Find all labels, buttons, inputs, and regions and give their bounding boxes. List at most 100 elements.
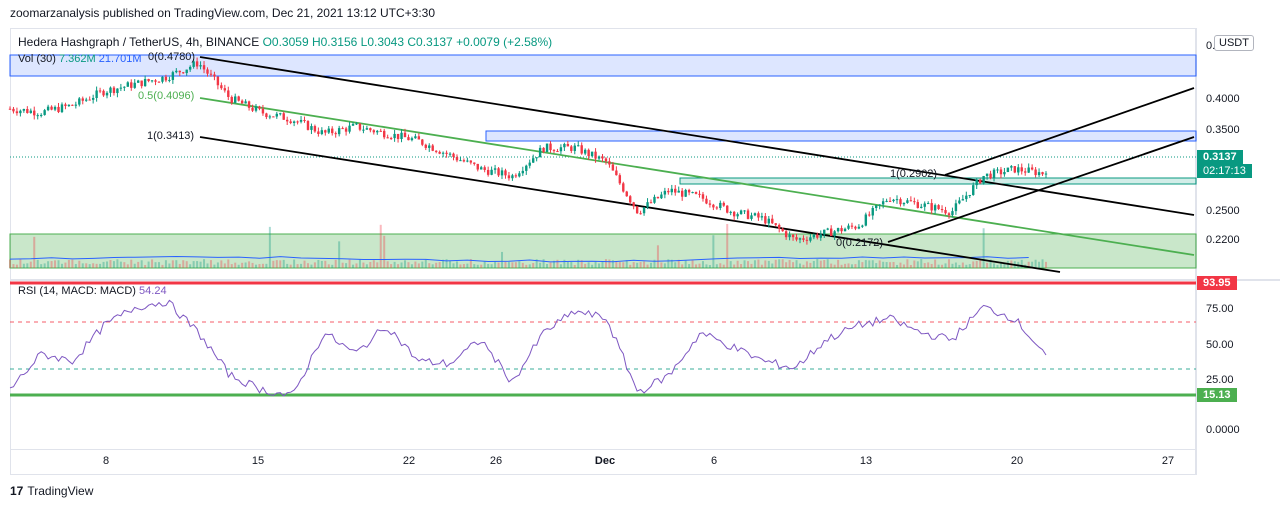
volume-bar: [622, 262, 625, 268]
volume-legend[interactable]: Vol (30) 7.362M 21.701M: [18, 53, 142, 65]
volume-bar: [591, 264, 594, 268]
candle-body: [913, 201, 916, 203]
candle-body: [861, 225, 864, 227]
candle-body: [809, 237, 812, 241]
candle-body: [459, 160, 462, 162]
time-label: 22: [402, 455, 416, 467]
candle-body: [802, 238, 805, 240]
volume-bar: [805, 261, 808, 268]
volume-bar: [646, 264, 649, 268]
volume-bar: [1003, 263, 1006, 268]
candle-body: [996, 169, 999, 171]
volume-bar: [653, 259, 656, 268]
volume-bar: [26, 263, 29, 268]
candle-body: [857, 226, 861, 229]
rsi-legend[interactable]: RSI (14, MACD: MACD) 54.24: [18, 285, 167, 297]
candle-body: [542, 147, 545, 152]
candle-body: [234, 96, 237, 103]
volume-bar: [636, 262, 639, 268]
candle-body: [864, 214, 868, 226]
volume-bar: [1027, 261, 1030, 268]
candle-body: [674, 188, 677, 193]
candle-body: [240, 100, 244, 104]
candle-body: [251, 107, 254, 111]
candle-body: [764, 216, 767, 224]
candle-body: [642, 207, 646, 214]
candle-body: [514, 175, 518, 177]
candle-body: [885, 200, 888, 202]
candle-body: [12, 108, 15, 112]
volume-bar: [705, 264, 708, 268]
volume-bar: [99, 263, 102, 268]
volume-bar: [306, 263, 309, 268]
fib-label-1: 1(0.3413): [147, 130, 195, 142]
candle-body: [594, 151, 597, 159]
volume-bar: [691, 260, 694, 268]
symbol-title: Hedera Hashgraph / TetherUS, 4h, BINANCE: [18, 35, 260, 49]
candle-body: [67, 104, 71, 107]
tradingview-logo[interactable]: 17 TradingView: [10, 484, 93, 498]
volume-bar: [244, 262, 247, 268]
candle-body: [393, 133, 396, 139]
symbol-legend[interactable]: Hedera Hashgraph / TetherUS, 4h, BINANCE…: [18, 35, 552, 49]
volume-bar: [362, 262, 365, 268]
candle-body: [327, 128, 330, 133]
candle-body: [944, 210, 947, 214]
volume-bar: [934, 259, 937, 268]
candle-body: [816, 234, 819, 238]
volume-bar: [400, 262, 403, 268]
price-tick-0350: 0.3500: [1206, 124, 1240, 136]
volume-bar: [300, 263, 303, 268]
candle-body: [258, 106, 261, 109]
volume-bar: [615, 261, 618, 268]
candle-body: [920, 206, 923, 208]
candle-body: [660, 194, 663, 199]
currency-button[interactable]: USDT: [1214, 35, 1254, 51]
time-label: 15: [251, 455, 265, 467]
candle-body: [182, 72, 185, 74]
volume-bar: [372, 260, 375, 268]
volume-bar: [736, 260, 739, 268]
volume-bar: [566, 261, 569, 268]
volume-bar: [795, 260, 798, 268]
candle-body: [504, 170, 507, 176]
time-label: 27: [1161, 455, 1175, 467]
publisher-line: zoomarzanalysis published on TradingView…: [10, 6, 436, 20]
rsi-lower-badge: 15.13: [1197, 388, 1237, 402]
candle-body: [875, 205, 878, 209]
candle-body: [102, 90, 105, 96]
volume-bar: [171, 260, 174, 268]
candle-body: [805, 239, 809, 241]
candle-body: [958, 200, 961, 204]
candle-body: [8, 108, 12, 110]
candle-body: [892, 199, 895, 202]
candle-body: [254, 106, 258, 111]
volume-bars: [9, 223, 1047, 268]
volume-value: 7.362M: [58, 53, 96, 65]
volume-bar: [906, 259, 909, 268]
volume-bar: [750, 263, 753, 268]
candle-body: [26, 109, 29, 113]
candle-body: [653, 196, 656, 203]
volume-bar: [594, 261, 597, 268]
volume-bar: [334, 259, 337, 268]
volume-bar: [282, 259, 285, 268]
volume-bar: [168, 263, 171, 268]
candle-body: [778, 224, 781, 229]
candle-body: [823, 229, 826, 235]
candle-body: [667, 190, 670, 193]
volume-bar: [518, 261, 521, 268]
pane-divider[interactable]: [10, 279, 1280, 281]
volume-bar: [740, 264, 743, 268]
volume-bar: [473, 264, 476, 268]
candle-body: [1013, 166, 1017, 173]
volume-bar: [507, 262, 510, 268]
volume-bar: [161, 264, 164, 268]
candle-body: [888, 200, 892, 202]
candle-body: [334, 133, 337, 135]
volume-bar: [546, 264, 549, 268]
volume-bar: [947, 259, 950, 268]
volume-bar: [157, 262, 160, 268]
candle-body: [78, 98, 81, 105]
